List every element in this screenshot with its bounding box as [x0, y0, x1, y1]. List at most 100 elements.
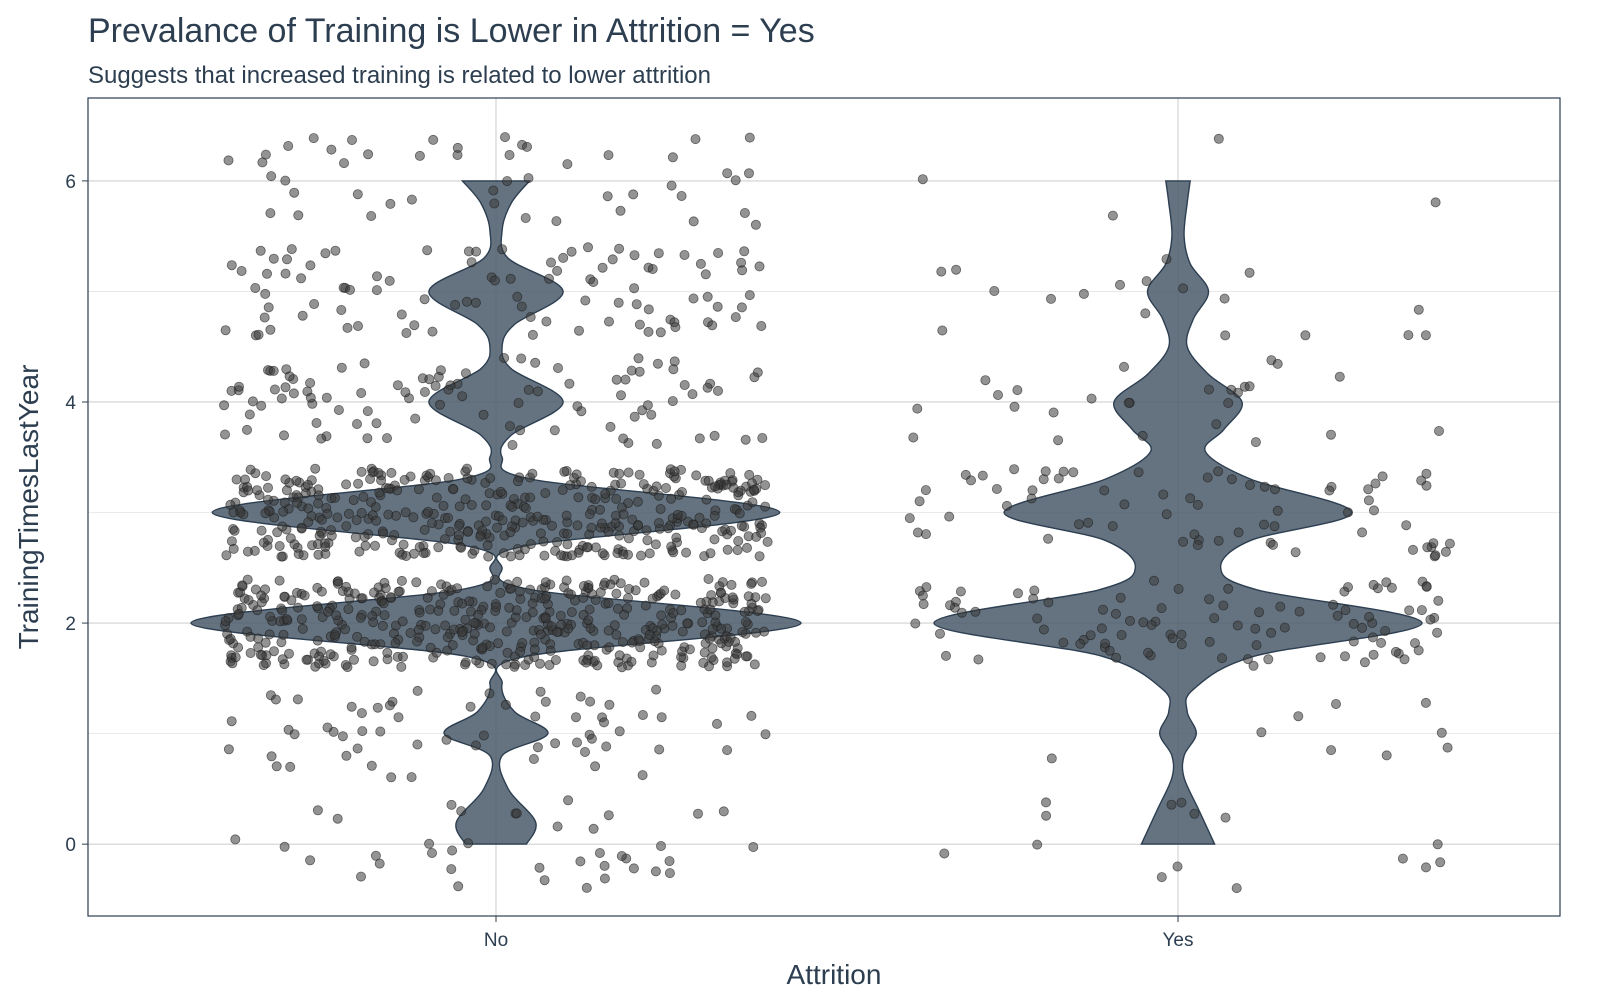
data-point-No-1	[532, 742, 543, 753]
data-point-No-5	[712, 301, 723, 312]
data-point-Yes-1	[1381, 750, 1392, 761]
data-point-No-3	[651, 481, 662, 492]
data-point-No-3	[623, 467, 634, 478]
data-point-No-3	[539, 550, 550, 561]
data-point-Yes-2	[917, 590, 928, 601]
data-point-No-3	[561, 510, 572, 521]
data-point-No-1	[575, 691, 586, 702]
data-point-Yes-3	[920, 485, 931, 496]
data-point-No-2	[550, 655, 561, 666]
data-point-Yes-3	[1440, 546, 1451, 557]
data-point-No-4	[278, 430, 289, 441]
data-point-No-1	[366, 760, 377, 771]
data-point-No-2	[396, 575, 407, 586]
data-point-Yes-4	[1119, 361, 1130, 372]
data-point-No-2	[578, 592, 589, 603]
data-point-Yes-2	[1218, 600, 1229, 611]
data-point-No-2	[644, 629, 655, 640]
data-point-No-4	[316, 433, 327, 444]
data-point-No-1	[470, 740, 481, 751]
data-point-No-6	[520, 212, 531, 223]
data-point-No-4	[757, 432, 768, 443]
data-point-Yes-3	[904, 513, 915, 524]
data-point-Yes-2	[1149, 575, 1160, 586]
data-point-No-3	[668, 547, 679, 558]
data-point-No-5	[466, 257, 477, 268]
data-point-No-2	[343, 604, 354, 615]
data-point-Yes-5	[1140, 308, 1151, 319]
data-point-No-3	[383, 509, 394, 520]
data-point-No-4	[311, 417, 322, 428]
data-point-No-6	[257, 157, 268, 168]
data-point-No-2	[352, 631, 363, 642]
data-point-No-3	[742, 542, 753, 553]
data-point-Yes-2	[1204, 636, 1215, 647]
data-point-No-1	[722, 745, 733, 756]
data-point-No-4	[288, 388, 299, 399]
data-point-No-4	[478, 409, 489, 420]
data-point-No-3	[425, 468, 436, 479]
data-point-Yes-2	[1176, 639, 1187, 650]
data-point-No-6	[338, 158, 349, 169]
x-tick-label-No: No	[484, 930, 508, 951]
data-point-No-3	[614, 468, 625, 479]
data-point-No-4	[233, 381, 244, 392]
data-point-No-2	[325, 649, 336, 660]
data-point-No-4	[305, 377, 316, 388]
data-point-No-5	[580, 295, 591, 306]
data-point-No-3	[374, 487, 385, 498]
data-point-No-1	[637, 770, 648, 781]
data-point-No-6	[628, 189, 639, 200]
data-point-No-3	[413, 484, 424, 495]
data-point-No-4	[523, 384, 534, 395]
data-point-Yes-2	[1432, 627, 1443, 638]
data-point-No-2	[743, 591, 754, 602]
data-point-No-2	[459, 659, 470, 670]
data-point-Yes-4	[1272, 358, 1283, 369]
data-point-No-3	[557, 484, 568, 495]
data-point-No-3	[513, 476, 524, 487]
data-point-No-2	[752, 606, 763, 617]
data-point-Yes-3	[1343, 507, 1354, 518]
data-point-No-5	[489, 275, 500, 286]
data-point-No-5	[461, 296, 472, 307]
data-point-No-6	[602, 191, 613, 202]
data-point-No-3	[495, 486, 506, 497]
data-point-No-2	[256, 590, 267, 601]
data-point-No-0	[552, 821, 563, 832]
data-point-No-3	[454, 501, 465, 512]
data-point-Yes-2	[1156, 603, 1167, 614]
data-point-No-6	[428, 134, 439, 145]
data-point-No-0	[312, 805, 323, 816]
data-point-No-3	[747, 497, 758, 508]
data-point-No-1	[656, 712, 667, 723]
data-point-No-1	[585, 696, 596, 707]
data-point-No-3	[586, 481, 597, 492]
data-point-No-5	[702, 291, 713, 302]
data-point-No-3	[456, 542, 467, 553]
data-point-No-3	[736, 520, 747, 531]
data-point-No-5	[309, 298, 320, 309]
data-point-No-4	[336, 362, 347, 373]
data-point-No-2	[659, 585, 670, 596]
data-point-Yes-5	[1141, 276, 1152, 287]
data-point-No-5	[754, 261, 765, 272]
data-point-No-0	[718, 806, 729, 817]
data-point-Yes-1	[1442, 742, 1453, 753]
data-point-No-0	[446, 799, 457, 810]
data-point-Yes-3	[1068, 467, 1079, 478]
data-point-No-4	[651, 438, 662, 449]
data-point-No-4	[687, 389, 698, 400]
data-point-No-2	[670, 589, 681, 600]
data-point-No-5	[629, 283, 640, 294]
data-point-No-3	[600, 488, 611, 499]
data-point-Yes-2	[1413, 645, 1424, 656]
data-point-No-3	[228, 507, 239, 518]
data-point-Yes-3	[1161, 509, 1172, 520]
data-point-No-2	[527, 598, 538, 609]
y-axis-title: TrainingTimesLastYear	[13, 365, 44, 650]
data-point-No-2	[313, 651, 324, 662]
data-point-Yes-3	[1269, 521, 1280, 532]
data-point-No-2	[646, 657, 657, 668]
data-point-No-3	[725, 468, 736, 479]
